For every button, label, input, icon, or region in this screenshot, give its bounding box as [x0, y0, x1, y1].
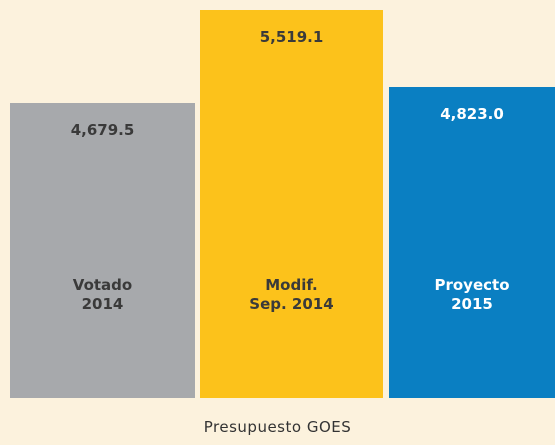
bar: [200, 9, 383, 398]
chart-title: Presupuesto GOES: [203, 418, 352, 436]
category-label: Proyecto 2015: [434, 276, 510, 313]
value-label: 4,679.5: [70, 120, 135, 139]
value-label: 5,519.1: [259, 27, 324, 46]
category-label: Modif. Sep. 2014: [249, 276, 334, 313]
bar: [10, 102, 195, 398]
bar: [389, 86, 555, 398]
category-label: Votado 2014: [72, 276, 133, 313]
value-label: 4,823.0: [440, 104, 504, 123]
